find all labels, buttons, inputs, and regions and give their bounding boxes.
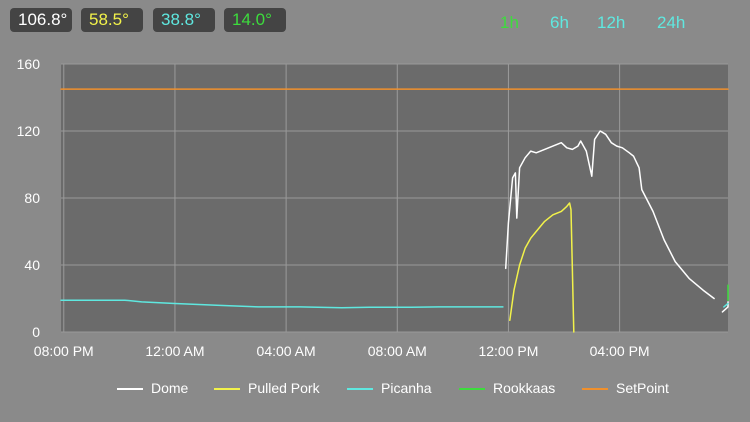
range-12h-button[interactable]: 12h bbox=[597, 13, 626, 32]
x-tick-label: 08:00 AM bbox=[368, 343, 427, 359]
legend-swatch-rookkaas bbox=[459, 388, 485, 391]
legend-item-picanha[interactable]: Picanha bbox=[347, 380, 432, 396]
y-tick-label: 40 bbox=[24, 257, 40, 273]
legend-item-setpoint[interactable]: SetPoint bbox=[582, 380, 669, 396]
legend-swatch-pulled-pork bbox=[214, 388, 240, 391]
x-tick-label: 04:00 AM bbox=[257, 343, 316, 359]
range-24h-button[interactable]: 24h bbox=[657, 13, 686, 32]
chart-legend: Dome Pulled Pork Picanha Rookkaas SetPoi… bbox=[0, 380, 750, 396]
x-tick-label: 12:00 AM bbox=[145, 343, 204, 359]
series-line-picanha bbox=[60, 299, 504, 309]
legend-item-dome[interactable]: Dome bbox=[117, 380, 188, 396]
readout-rookkaas: 14.0° bbox=[224, 8, 286, 32]
grid-lines bbox=[61, 63, 728, 333]
legend-label-pulled-pork: Pulled Pork bbox=[248, 380, 320, 396]
series-line-dome bbox=[504, 130, 715, 300]
legend-swatch-setpoint bbox=[582, 388, 608, 391]
legend-label-setpoint: SetPoint bbox=[616, 380, 669, 396]
legend-label-picanha: Picanha bbox=[381, 380, 432, 396]
series-line-dome bbox=[721, 301, 729, 313]
y-tick-label: 80 bbox=[24, 190, 40, 206]
legend-swatch-picanha bbox=[347, 388, 373, 391]
legend-swatch-dome bbox=[117, 388, 143, 391]
x-tick-label: 04:00 PM bbox=[590, 343, 650, 359]
x-tick-label: 08:00 PM bbox=[34, 343, 94, 359]
series-line-pulled-pork bbox=[509, 202, 575, 333]
legend-item-pulled-pork[interactable]: Pulled Pork bbox=[214, 380, 320, 396]
legend-label-dome: Dome bbox=[151, 380, 189, 396]
readout-pulled-pork: 58.5° bbox=[81, 8, 143, 32]
range-1h-button[interactable]: 1h bbox=[500, 13, 519, 32]
series-line-picanha bbox=[723, 302, 729, 308]
legend-item-rookkaas[interactable]: Rookkaas bbox=[459, 380, 555, 396]
y-tick-label: 160 bbox=[17, 56, 41, 72]
x-axis-ticks: 08:00 PM 12:00 AM 04:00 AM 08:00 AM 12:00 PM… bbox=[34, 343, 650, 359]
legend-label-rookkaas: Rookkaas bbox=[493, 380, 556, 396]
x-tick-label: 12:00 PM bbox=[478, 343, 538, 359]
range-6h-button[interactable]: 6h bbox=[550, 13, 569, 32]
y-axis-ticks: 0 40 80 120 160 bbox=[17, 56, 41, 340]
y-tick-label: 0 bbox=[32, 324, 40, 340]
readout-picanha: 38.8° bbox=[153, 8, 215, 32]
y-tick-label: 120 bbox=[17, 123, 41, 139]
readout-dome: 106.8° bbox=[10, 8, 72, 32]
chart-series bbox=[60, 88, 729, 333]
